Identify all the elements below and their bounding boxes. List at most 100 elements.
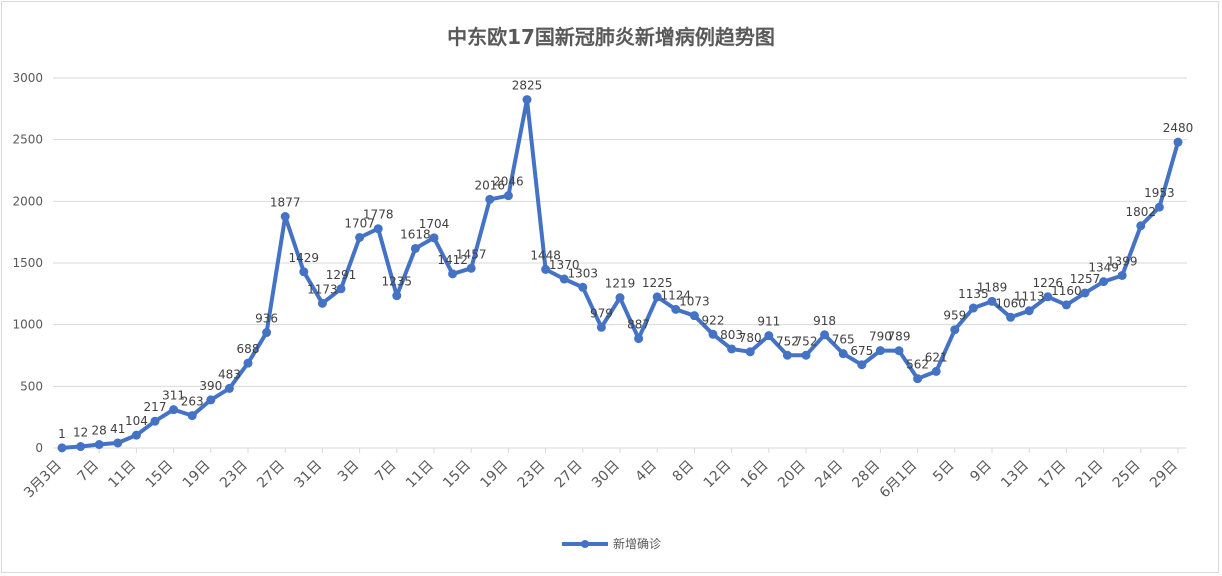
data-label: 922 — [702, 313, 725, 327]
x-tick-label: 20日 — [775, 458, 809, 492]
x-tick-label: 9日 — [967, 458, 995, 486]
data-label: 1457 — [456, 247, 487, 261]
data-point — [485, 194, 495, 204]
data-point — [968, 303, 978, 313]
y-tick-label: 1000 — [12, 318, 43, 332]
data-point — [336, 284, 346, 294]
data-point — [708, 329, 718, 339]
data-point — [987, 296, 997, 306]
data-label: 1704 — [419, 217, 450, 231]
x-tick-label: 16日 — [738, 458, 772, 492]
data-point — [206, 395, 216, 405]
data-point — [131, 430, 141, 440]
data-point — [634, 334, 644, 344]
data-point — [299, 267, 309, 277]
data-point — [1080, 288, 1090, 298]
x-tick-label: 28日 — [849, 458, 883, 492]
data-point — [503, 191, 513, 201]
data-point — [280, 212, 290, 222]
data-point — [466, 263, 476, 273]
data-point — [392, 291, 402, 301]
data-label: 104 — [125, 414, 148, 428]
data-point — [1006, 312, 1016, 322]
data-point — [187, 411, 197, 421]
data-point — [913, 374, 923, 384]
data-label: 1235 — [382, 275, 413, 289]
series-line — [60, 97, 1180, 450]
data-label: 1877 — [270, 196, 301, 210]
x-tick-label: 23日 — [217, 458, 251, 492]
data-point — [262, 328, 272, 338]
data-point — [1136, 221, 1146, 231]
x-tick-label: 12日 — [701, 458, 735, 492]
x-tick-label: 13日 — [998, 458, 1032, 492]
x-tick-label: 23日 — [515, 458, 549, 492]
data-label: 1778 — [363, 208, 394, 222]
legend: 新增确诊 — [562, 536, 661, 551]
data-label: 1124 — [661, 288, 692, 302]
data-label: 1189 — [977, 280, 1008, 294]
data-point — [838, 349, 848, 359]
data-label: 959 — [943, 309, 966, 323]
data-point — [410, 243, 420, 253]
gridlines — [53, 77, 1187, 449]
data-point — [801, 350, 811, 360]
y-tick-label: 2500 — [12, 133, 43, 147]
data-point — [745, 347, 755, 357]
data-label: 1173 — [307, 282, 338, 296]
data-label: 1370 — [549, 258, 580, 272]
x-tick-label: 19日 — [180, 458, 214, 492]
data-point — [652, 292, 662, 302]
data-point — [1024, 306, 1034, 316]
data-label: 1225 — [642, 276, 673, 290]
data-label: 1257 — [1070, 272, 1101, 286]
x-tick-label: 25日 — [1110, 458, 1144, 492]
x-axis: 3月3日 7日 11日 15日 19日 23日 27日 31日 3日 7日 11日 15日 19日 23日… — [21, 448, 1181, 501]
data-label: 2825 — [512, 79, 543, 93]
data-label: 752 — [776, 334, 799, 348]
data-point — [578, 282, 588, 292]
data-label: 1349 — [1088, 261, 1119, 275]
x-tick-label: 15日 — [143, 458, 177, 492]
data-label: 1 — [58, 427, 66, 441]
data-label: 752 — [795, 334, 818, 348]
data-point — [429, 233, 439, 243]
data-label: 918 — [813, 314, 836, 328]
y-axis: 0 500 1000 1500 2000 2500 3000 — [12, 71, 43, 455]
data-point — [94, 440, 104, 450]
data-point — [57, 443, 67, 453]
data-label: 1073 — [679, 295, 710, 309]
data-point — [224, 383, 234, 393]
data-point — [615, 293, 625, 303]
data-label: 1429 — [289, 251, 320, 265]
x-tick-label: 7日 — [372, 458, 400, 486]
data-label: 41 — [110, 422, 125, 436]
data-point — [671, 304, 681, 314]
data-label: 1219 — [605, 277, 636, 291]
data-label: 803 — [720, 328, 743, 342]
y-tick-label: 3000 — [12, 71, 43, 85]
x-tick-label: 29日 — [1147, 458, 1181, 492]
x-tick-label: 31日 — [291, 458, 325, 492]
data-label: 1060 — [995, 296, 1026, 310]
x-tick-label: 27日 — [254, 458, 288, 492]
x-tick-label: 17日 — [1035, 458, 1069, 492]
data-point — [950, 325, 960, 335]
data-label: 2480 — [1163, 121, 1194, 135]
data-label: 1707 — [344, 216, 375, 230]
data-label: 789 — [888, 330, 911, 344]
data-point — [1173, 137, 1183, 147]
data-label: 1226 — [1033, 276, 1064, 290]
data-point — [782, 350, 792, 360]
data-label: 562 — [906, 358, 929, 372]
data-label: 1113 — [1014, 290, 1045, 304]
data-label: 1291 — [326, 268, 357, 282]
data-point — [875, 346, 885, 356]
data-point — [1043, 292, 1053, 302]
data-point — [169, 405, 179, 415]
x-tick-label: 6月1日 — [877, 458, 921, 502]
data-label: 979 — [590, 306, 613, 320]
data-point — [243, 358, 253, 368]
data-label: 765 — [832, 333, 855, 347]
